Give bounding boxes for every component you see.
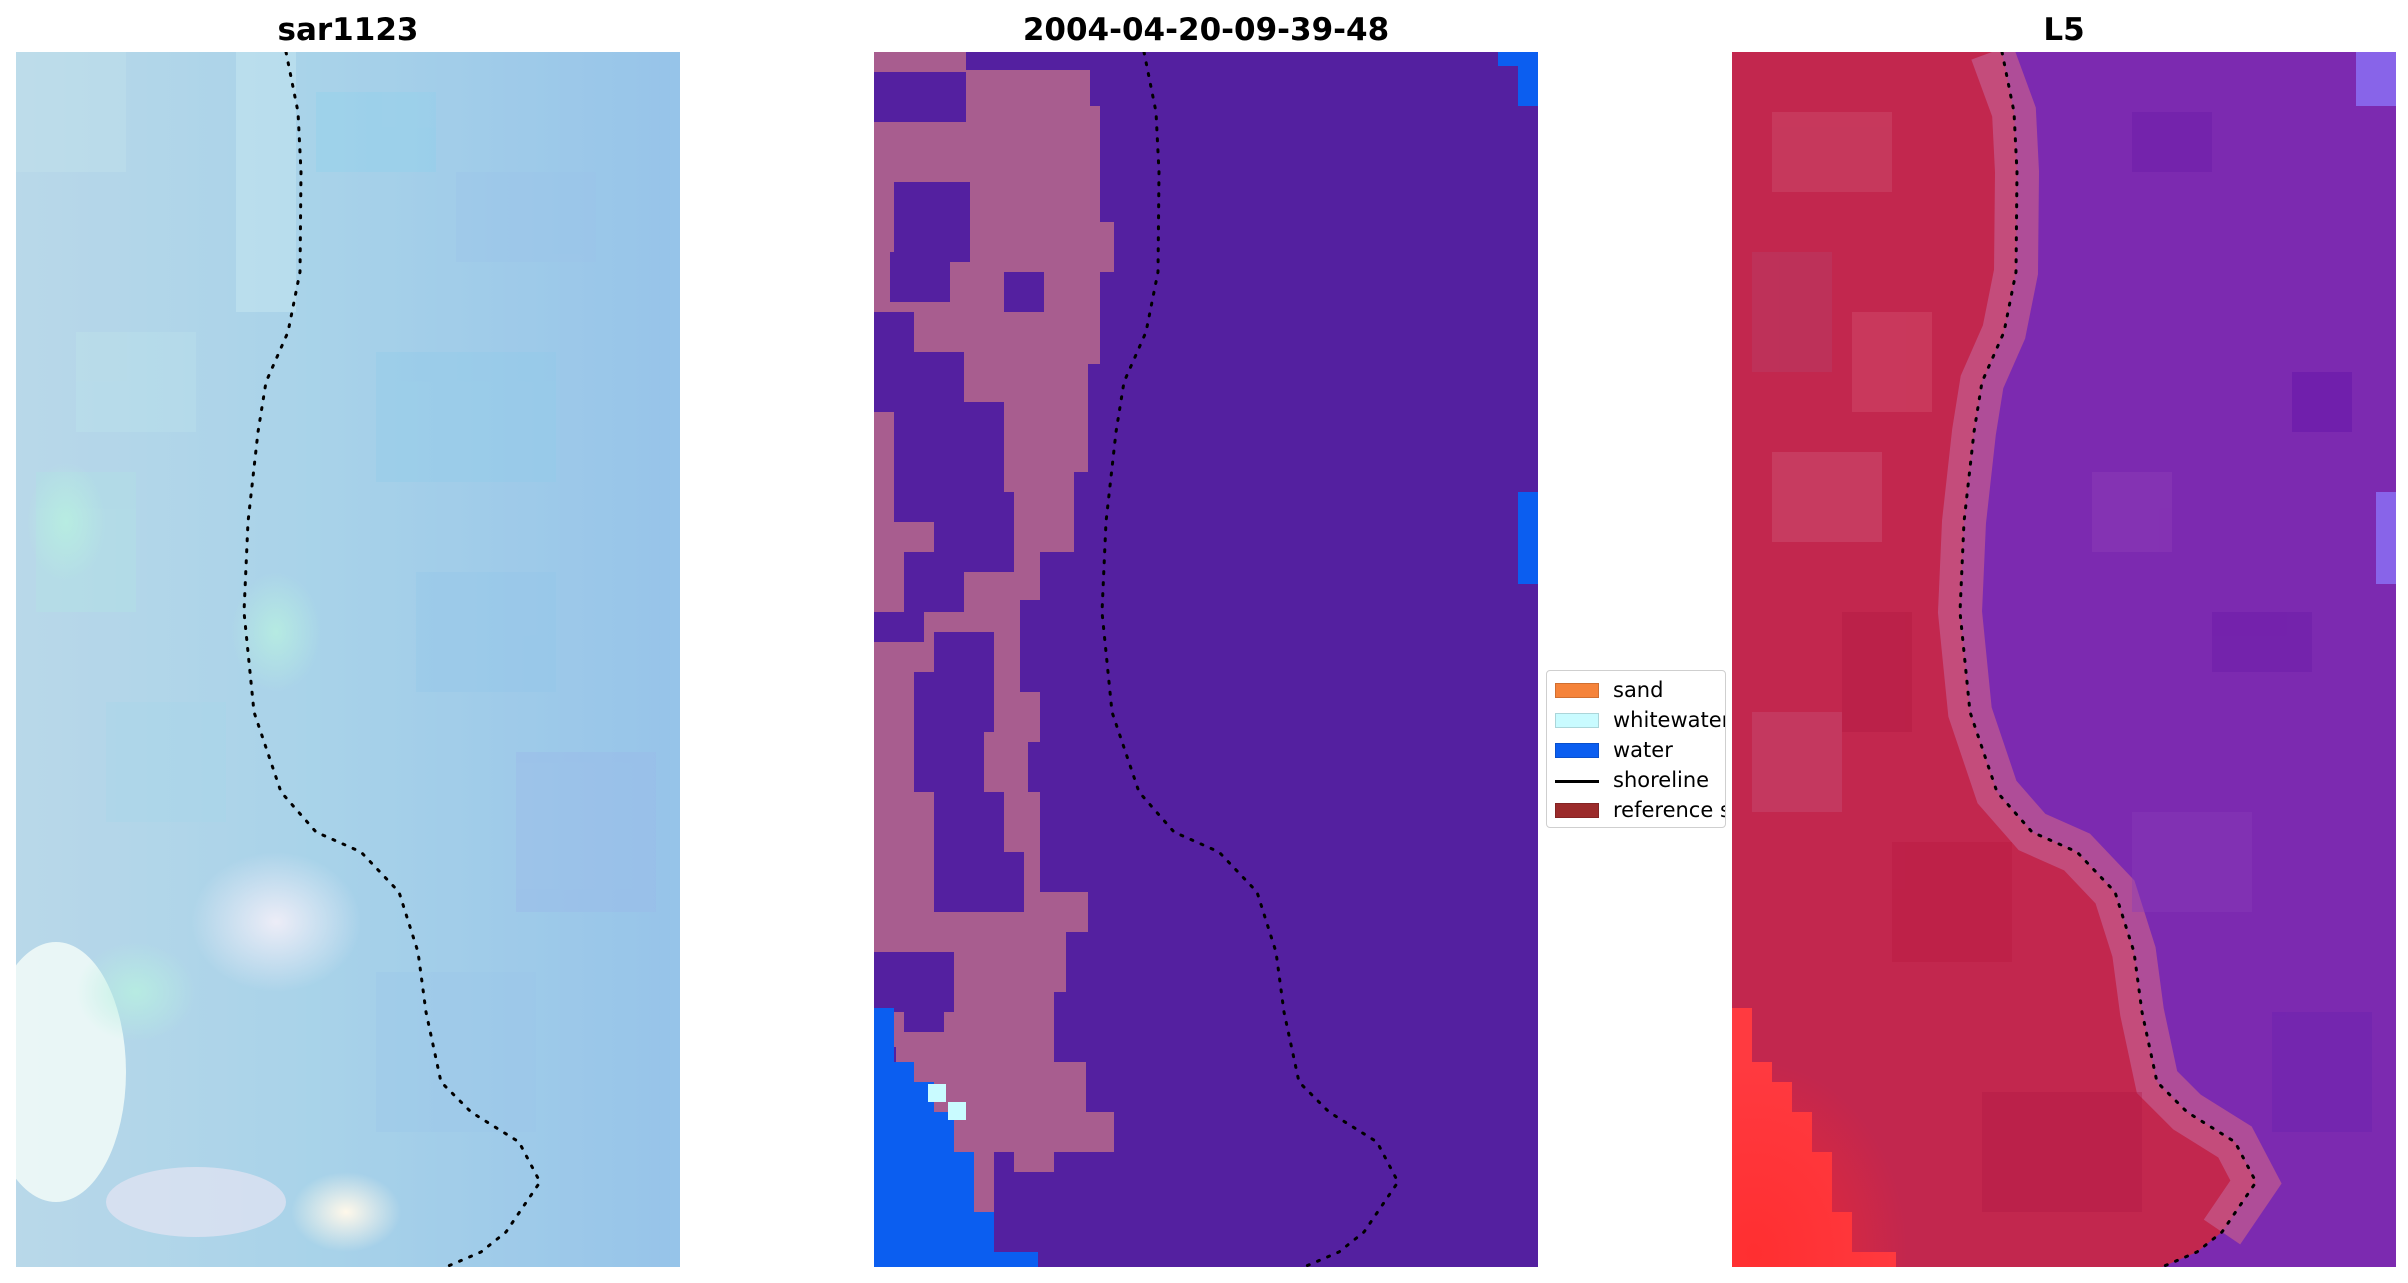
l5-image <box>1732 52 2396 1267</box>
shoreline <box>242 52 542 1267</box>
reference-swatch <box>1555 803 1599 818</box>
legend-label-sand: sand <box>1613 678 1664 702</box>
legend-item-reference: reference shoreline buffer <box>1547 795 1725 823</box>
legend: sand whitewater water shoreline referenc… <box>1546 670 1726 828</box>
shoreline <box>1958 52 2258 1267</box>
classified-image <box>874 52 1538 1267</box>
legend-item-whitewater: whitewater <box>1547 705 1726 733</box>
shoreline <box>1100 52 1400 1267</box>
sar-image <box>16 52 680 1267</box>
panel-title-classified: 2004-04-20-09-39-48 <box>1022 12 1390 48</box>
water-swatch <box>1555 743 1599 758</box>
legend-label-reference: reference shoreline buffer <box>1613 798 1725 822</box>
legend-label-water: water <box>1613 738 1673 762</box>
legend-label-shoreline: shoreline <box>1613 768 1710 792</box>
whitewater-swatch <box>1555 713 1599 728</box>
legend-item-shoreline: shoreline <box>1547 765 1725 793</box>
sand-swatch <box>1555 683 1599 698</box>
legend-item-water: water <box>1547 735 1725 763</box>
panel-title-sar: sar1123 <box>277 12 419 48</box>
legend-item-sand: sand <box>1547 675 1725 703</box>
shoreline-line-icon <box>1555 780 1599 783</box>
legend-label-whitewater: whitewater <box>1613 708 1726 732</box>
panel-title-l5: L5 <box>2043 12 2085 48</box>
